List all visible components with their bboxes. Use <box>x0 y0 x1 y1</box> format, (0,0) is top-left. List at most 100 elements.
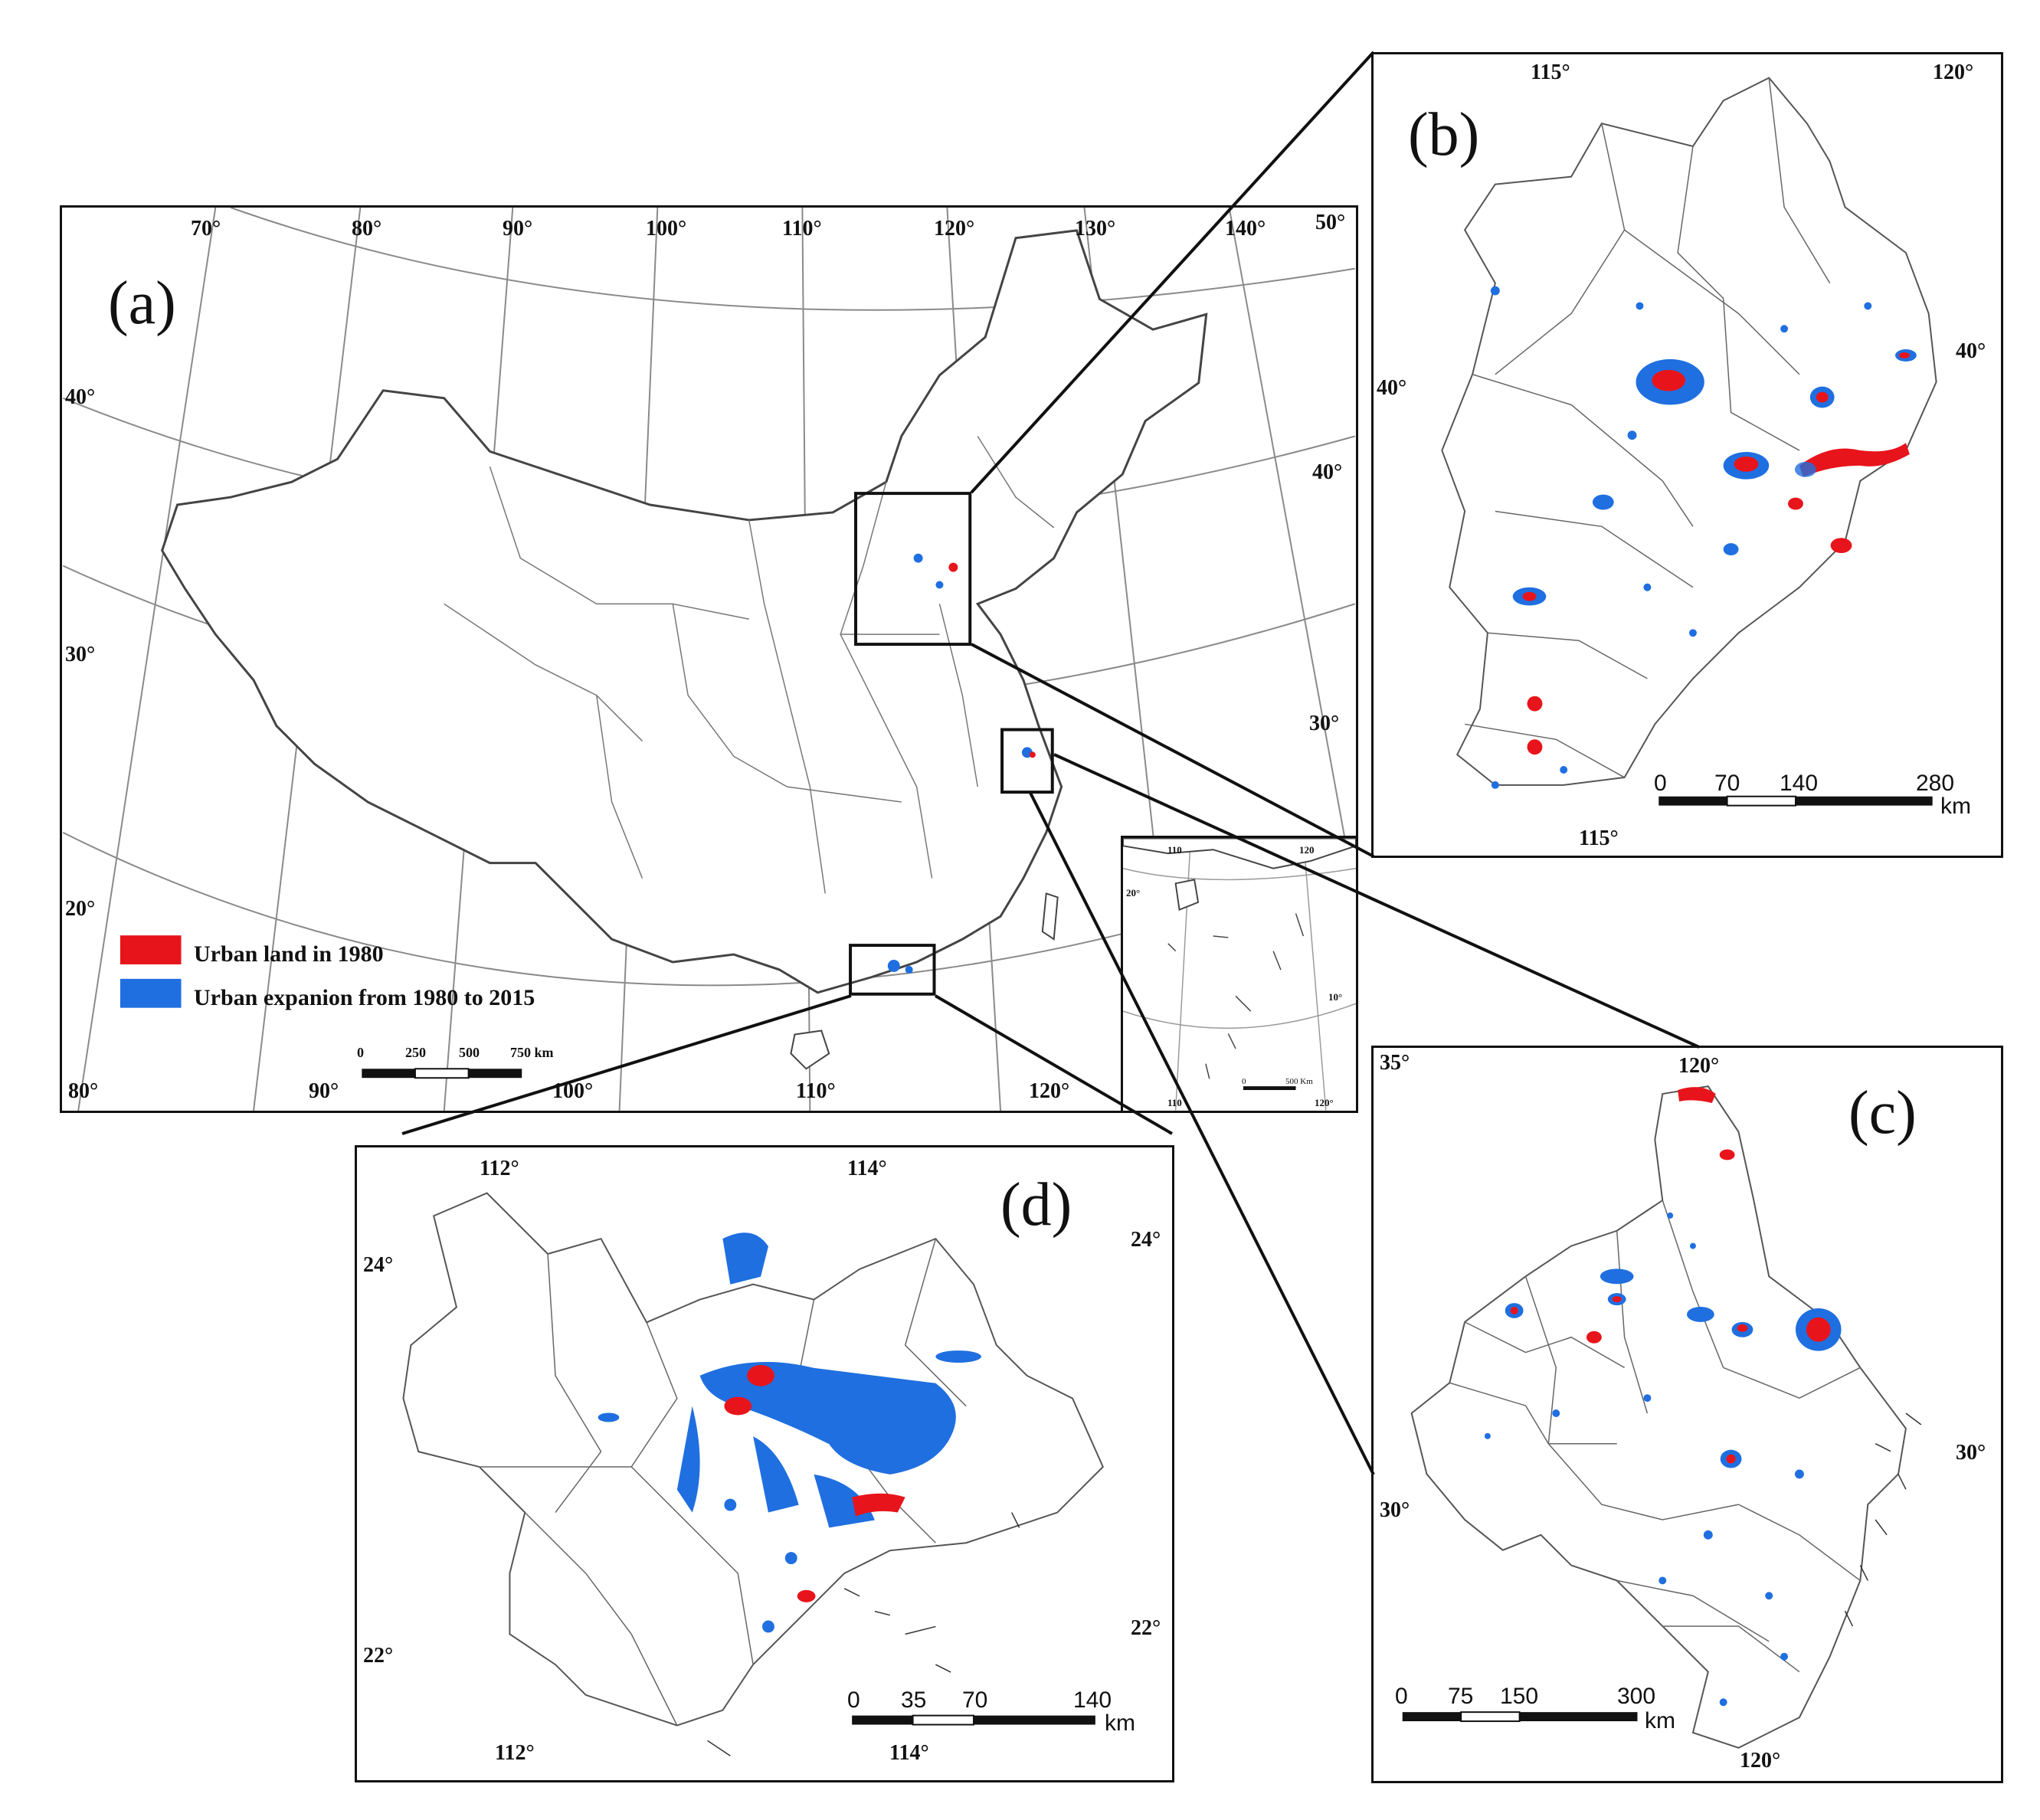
d-lon-top-112: 112° <box>480 1157 519 1180</box>
scale-bar-b <box>1659 795 1933 807</box>
lat-right-40: 40° <box>1312 460 1343 484</box>
lon-top-90: 90° <box>503 217 533 241</box>
hainan-island <box>790 1029 830 1070</box>
c-scale-unit: km <box>1645 1708 1675 1733</box>
d-scale-0: 0 <box>847 1687 860 1713</box>
box-b <box>854 492 972 646</box>
inset-lon-120-bottom: 120° <box>1315 1097 1334 1108</box>
lon-top-110: 110° <box>782 217 822 241</box>
d-lat-right-22: 22° <box>1131 1616 1161 1640</box>
c-lat-left-35: 35° <box>1380 1051 1410 1075</box>
region-outline-c <box>1410 1085 1907 1749</box>
d-lon-bottom-112: 112° <box>495 1741 535 1765</box>
legend-swatch-expansion <box>120 978 182 1008</box>
scale-a-250: 250 <box>405 1045 426 1060</box>
inset-lat-20: 20° <box>1126 887 1141 899</box>
coastline-islands-c <box>1844 1412 1922 1627</box>
urban-patches-b <box>1490 286 1917 789</box>
lon-top-70: 70° <box>191 217 221 241</box>
b-scale-70: 70 <box>1714 771 1740 796</box>
d-lat-left-24: 24° <box>363 1253 394 1277</box>
b-scale-140: 140 <box>1780 771 1819 796</box>
panel-b-letter: (b) <box>1408 101 1480 169</box>
inset-canvas <box>1123 838 1356 1111</box>
panel-d-canvas <box>402 1192 1104 1756</box>
b-lat-right-40: 40° <box>1956 339 1986 363</box>
district-boundaries-b <box>1465 77 1831 778</box>
district-boundaries-c <box>1449 1200 1861 1673</box>
scale-a-0: 0 <box>357 1045 364 1060</box>
scale-bar-c <box>1402 1711 1638 1723</box>
b-scale-unit: km <box>1940 794 1971 819</box>
inset-lon-120-top: 120 <box>1299 844 1315 856</box>
panel-c-letter: (c) <box>1848 1079 1917 1147</box>
lat-top-50: 50° <box>1315 211 1346 234</box>
c-lon-top-120: 120° <box>1678 1054 1720 1078</box>
panel-b-beijing-region: (b) 115° 120° 40° 40° 115° 0 70 140 280 … <box>1371 52 2003 858</box>
scale-bar-a <box>362 1068 522 1079</box>
scale-a-500: 500 <box>459 1045 480 1060</box>
lat-left-40: 40° <box>65 385 96 409</box>
c-scale-300: 300 <box>1617 1684 1656 1709</box>
lon-top-80: 80° <box>352 217 382 241</box>
scale-a-750: 750 km <box>510 1045 554 1060</box>
panel-c-yangtze-delta: (c) 120° 35° 30° 30° 120° 0 75 150 300 k… <box>1371 1046 2003 1783</box>
c-lat-left-30: 30° <box>1380 1498 1410 1522</box>
d-lat-right-24: 24° <box>1131 1228 1161 1252</box>
box-d <box>849 944 936 996</box>
urban-patches-c <box>1484 1087 1842 1707</box>
d-scale-unit: km <box>1105 1710 1135 1736</box>
region-outline-b <box>1441 77 1937 786</box>
d-lon-top-114: 114° <box>847 1157 887 1180</box>
panel-a-china-map: 110 120 20° 10° 110 120° 0 500 Km (a) 70… <box>60 205 1358 1113</box>
d-scale-140: 140 <box>1073 1687 1112 1713</box>
b-lon-top-115: 115° <box>1531 61 1570 84</box>
c-lat-right-30: 30° <box>1956 1441 1986 1465</box>
inset-scale-0: 0 <box>1242 1077 1246 1086</box>
lat-left-30: 30° <box>65 643 96 666</box>
c-scale-0: 0 <box>1395 1684 1408 1709</box>
lon-bottom-120: 120° <box>1029 1079 1070 1103</box>
lon-bottom-110: 110° <box>796 1079 836 1103</box>
lon-top-140: 140° <box>1225 217 1266 241</box>
taiwan-island <box>1041 892 1059 941</box>
lon-bottom-80: 80° <box>68 1079 99 1103</box>
inset-lon-110-bottom: 110 <box>1167 1097 1182 1108</box>
scale-bar-d <box>852 1714 1095 1726</box>
d-lat-left-22: 22° <box>363 1644 394 1668</box>
d-lon-bottom-114: 114° <box>889 1741 929 1765</box>
panel-c-canvas <box>1402 1085 1922 1749</box>
legend-label-1980: Urban land in 1980 <box>194 941 384 967</box>
south-china-sea-inset: 110 120 20° 10° 110 120° 0 500 Km <box>1121 836 1356 1111</box>
china-outline <box>161 229 1208 994</box>
inset-scale-500: 500 Km <box>1285 1077 1313 1086</box>
lon-top-100: 100° <box>646 217 687 241</box>
inset-lat-10: 10° <box>1328 991 1343 1003</box>
c-scale-75: 75 <box>1448 1684 1474 1709</box>
region-outline-d <box>402 1192 1104 1727</box>
b-lon-top-120: 120° <box>1933 61 1974 84</box>
c-scale-150: 150 <box>1500 1684 1539 1709</box>
lon-bottom-100: 100° <box>552 1079 594 1103</box>
d-scale-35: 35 <box>901 1687 927 1713</box>
b-lon-bottom-115: 115° <box>1579 827 1619 850</box>
lon-top-120: 120° <box>934 217 975 241</box>
c-lon-bottom-120: 120° <box>1740 1749 1781 1773</box>
panel-d-letter: (d) <box>1000 1171 1072 1239</box>
legend-label-expansion: Urban expanion from 1980 to 2015 <box>194 985 535 1010</box>
lat-left-20: 20° <box>65 897 96 921</box>
panel-a-letter: (a) <box>108 270 176 337</box>
panel-b-canvas <box>1441 77 1937 807</box>
panel-d-pearl-delta: (d) 112° 114° 24° 22° 24° 22° 112° 114° … <box>355 1145 1174 1782</box>
urban-patches-d <box>598 1232 981 1633</box>
inset-lon-110-top: 110 <box>1167 844 1182 856</box>
lon-bottom-90: 90° <box>309 1079 339 1103</box>
islands-d <box>707 1512 1020 1756</box>
lat-right-30: 30° <box>1309 712 1340 735</box>
d-scale-70: 70 <box>962 1687 988 1713</box>
legend-swatch-1980 <box>120 935 182 964</box>
b-scale-0: 0 <box>1654 771 1667 796</box>
b-scale-280: 280 <box>1916 771 1955 796</box>
b-lat-left-40: 40° <box>1377 376 1407 400</box>
